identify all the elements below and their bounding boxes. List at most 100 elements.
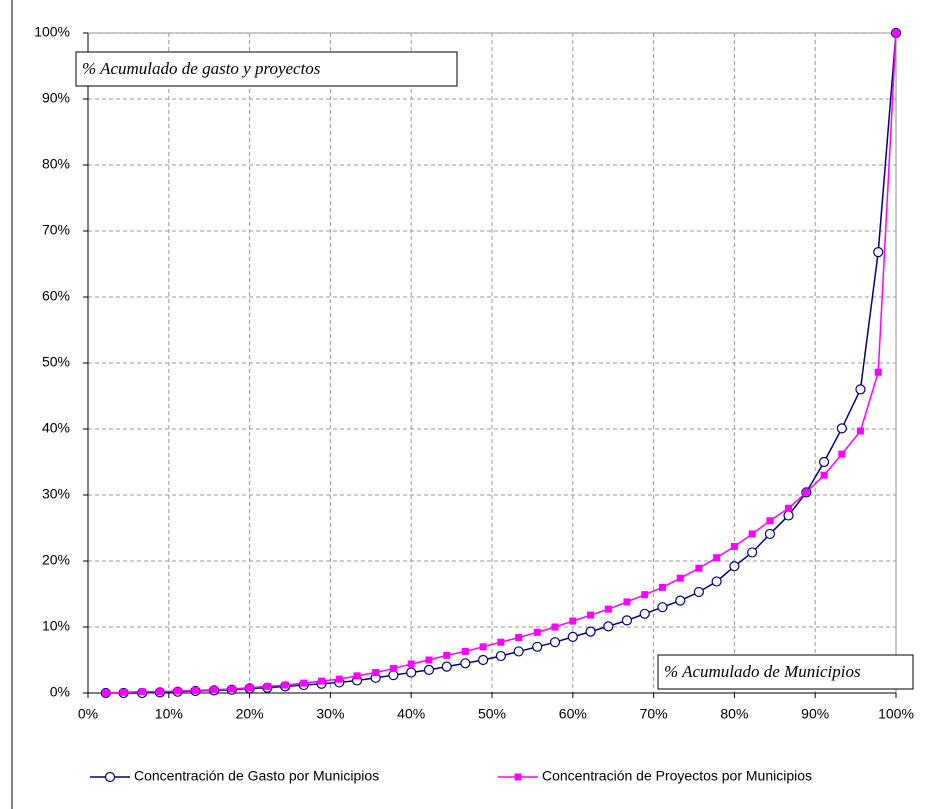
marker [407, 660, 415, 668]
marker [783, 510, 794, 521]
y-tick-label: 80% [42, 156, 70, 172]
annotation: % Acumulado de gasto y proyectos [82, 59, 321, 78]
x-tick-label: 80% [720, 706, 748, 722]
marker [713, 554, 721, 562]
y-tick-label: 60% [42, 288, 70, 304]
marker [318, 677, 326, 685]
marker [443, 651, 451, 659]
marker [210, 686, 218, 694]
marker [515, 634, 523, 642]
marker [549, 637, 561, 648]
annotation-box [657, 654, 914, 690]
marker [711, 576, 722, 587]
x-tick-label: 90% [801, 706, 829, 722]
marker [246, 684, 254, 692]
marker [747, 547, 758, 558]
marker [228, 685, 236, 693]
marker [603, 621, 614, 632]
marker [567, 631, 578, 643]
x-tick-label: 100% [878, 706, 914, 722]
legend-label: Concentración de Gasto por Municipios [134, 768, 379, 784]
marker [300, 679, 308, 687]
marker [785, 504, 793, 512]
legend-marker [514, 773, 522, 781]
y-tick-label: 70% [42, 222, 70, 238]
marker [423, 664, 435, 676]
marker [764, 528, 776, 540]
marker [892, 29, 900, 37]
marker [855, 384, 866, 395]
y-tick-label: 30% [42, 486, 70, 502]
marker [873, 247, 884, 258]
grid: 0% 10% 20% 30% 40% 50% 60% 70% 80% 90% 100% 0% 10% 20… [34, 24, 914, 722]
marker [639, 608, 650, 619]
x-tick-label: 30% [316, 706, 344, 722]
y-tick-label: 0% [50, 684, 70, 700]
marker [425, 656, 433, 664]
marker [658, 583, 666, 591]
marker [623, 598, 631, 606]
marker [441, 661, 452, 672]
marker [461, 647, 469, 655]
marker [120, 688, 128, 696]
marker [372, 669, 380, 677]
y-tick-label: 40% [42, 420, 70, 436]
marker [675, 595, 686, 606]
marker [766, 517, 774, 525]
annotation-box [75, 51, 458, 87]
x-tick-label: 40% [397, 706, 425, 722]
marker [641, 591, 649, 599]
marker [138, 688, 146, 696]
marker [569, 617, 577, 625]
y-tick-label: 10% [42, 618, 70, 634]
marker [353, 672, 361, 680]
marker [676, 574, 684, 582]
y-tick-label: 50% [42, 354, 70, 370]
marker [335, 675, 343, 683]
marker [838, 450, 846, 458]
marker [587, 611, 595, 619]
x-tick-label: 20% [236, 706, 264, 722]
x-tick-label: 10% [155, 706, 183, 722]
legend-marker [104, 771, 116, 783]
x-tick-label: 60% [559, 706, 587, 722]
marker [174, 687, 182, 695]
y-tick-label: 20% [42, 552, 70, 568]
marker [479, 643, 487, 651]
marker [730, 542, 738, 550]
marker [460, 658, 471, 669]
marker [532, 641, 543, 652]
marker [693, 586, 704, 598]
marker [695, 564, 703, 572]
x-tick-label: 0% [78, 706, 98, 722]
marker [497, 638, 505, 646]
marker [657, 602, 668, 613]
marker [281, 681, 289, 689]
marker [729, 561, 740, 572]
marker [604, 605, 612, 613]
marker [818, 456, 830, 468]
marker [802, 488, 810, 496]
marker [533, 628, 541, 636]
marker [585, 626, 596, 637]
marker [820, 471, 828, 479]
marker [621, 615, 633, 626]
marker [478, 654, 489, 666]
marker [263, 682, 271, 690]
y-tick-label: 90% [42, 90, 70, 106]
legend: Concentración de Gasto por Municipios Con… [90, 768, 812, 784]
marker [551, 623, 559, 631]
y-tick-label: 100% [34, 24, 70, 40]
series-group [100, 27, 902, 699]
marker [513, 646, 524, 657]
marker [856, 427, 864, 435]
marker [748, 530, 756, 538]
x-tick-label: 70% [640, 706, 668, 722]
marker [406, 667, 417, 678]
marker [495, 650, 506, 662]
marker [389, 665, 397, 673]
marker [102, 689, 110, 697]
legend-label: Concentración de Proyectos por Municipio… [542, 768, 812, 784]
